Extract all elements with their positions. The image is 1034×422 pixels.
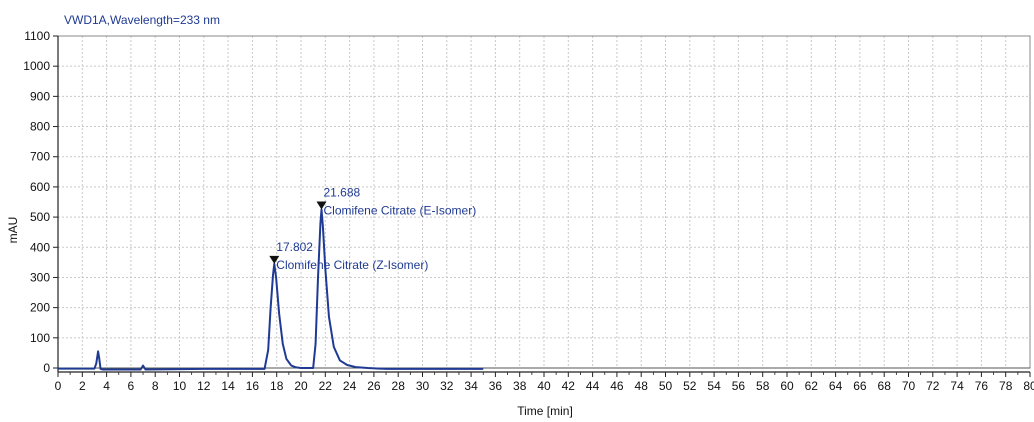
y-tick-label: 500 <box>30 210 50 224</box>
peak-time-label: 17.802 <box>276 240 313 254</box>
peak-marker <box>269 255 280 264</box>
y-tick-label: 1000 <box>23 59 50 73</box>
x-tick-label: 74 <box>950 379 964 393</box>
y-tick-label: 100 <box>30 331 50 345</box>
x-tick-label: 54 <box>707 379 721 393</box>
x-tick-label: 58 <box>756 379 770 393</box>
x-tick-label: 42 <box>562 379 576 393</box>
x-tick-label: 16 <box>246 379 260 393</box>
series-line <box>58 208 484 371</box>
x-tick-label: 44 <box>586 379 600 393</box>
x-tick-label: 60 <box>780 379 794 393</box>
x-tick-label: 0 <box>55 379 62 393</box>
x-tick-label: 46 <box>610 379 624 393</box>
peak-time-label: 21.688 <box>324 186 361 200</box>
y-tick-label: 400 <box>30 240 50 254</box>
x-tick-label: 80 <box>1023 379 1034 393</box>
x-tick-label: 12 <box>197 379 211 393</box>
chart-title: VWD1A,Wavelength=233 nm <box>64 13 220 27</box>
x-tick-label: 50 <box>659 379 673 393</box>
x-tick-label: 62 <box>805 379 819 393</box>
y-tick-label: 300 <box>30 270 50 284</box>
x-tick-label: 26 <box>367 379 381 393</box>
x-tick-label: 14 <box>221 379 235 393</box>
x-tick-label: 40 <box>537 379 551 393</box>
x-tick-label: 64 <box>829 379 843 393</box>
x-tick-label: 52 <box>683 379 697 393</box>
x-tick-label: 24 <box>343 379 357 393</box>
grid-layer <box>58 35 1031 368</box>
x-tick-label: 22 <box>319 379 333 393</box>
y-tick-label: 0 <box>43 361 50 375</box>
peak-marker <box>316 201 327 210</box>
x-tick-label: 6 <box>128 379 135 393</box>
x-tick-label: 18 <box>270 379 284 393</box>
x-tick-label: 34 <box>464 379 478 393</box>
x-tick-label: 38 <box>513 379 527 393</box>
x-tick-label: 56 <box>732 379 746 393</box>
x-tick-label: 20 <box>294 379 308 393</box>
x-tick-label: 68 <box>878 379 892 393</box>
y-tick-label: 200 <box>30 301 50 315</box>
y-tick-label: 700 <box>30 150 50 164</box>
x-tick-label: 2 <box>79 379 86 393</box>
x-tick-label: 48 <box>635 379 649 393</box>
x-tick-label: 66 <box>853 379 867 393</box>
y-axis-title: mAU <box>6 217 20 244</box>
x-tick-label: 4 <box>103 379 110 393</box>
x-tick-label: 28 <box>392 379 406 393</box>
x-tick-label: 76 <box>975 379 989 393</box>
x-tick-label: 32 <box>440 379 454 393</box>
x-tick-label: 10 <box>173 379 187 393</box>
x-tick-label: 8 <box>152 379 159 393</box>
annotations-layer: 17.802 Clomifene Citrate (Z-Isomer) 21.688… <box>269 186 476 272</box>
y-tick-label: 900 <box>30 89 50 103</box>
x-tick-label: 70 <box>902 379 916 393</box>
x-tick-label: 30 <box>416 379 430 393</box>
y-tick-label: 600 <box>30 180 50 194</box>
y-tick-label: 800 <box>30 120 50 134</box>
x-tick-label: 78 <box>999 379 1013 393</box>
peak-name-label: Clomifene Citrate (E-Isomer) <box>324 204 477 218</box>
x-tick-label: 72 <box>926 379 940 393</box>
x-tick-label: 36 <box>489 379 503 393</box>
y-tick-label: 1100 <box>24 29 50 43</box>
peak-name-label: Clomifene Citrate (Z-Isomer) <box>276 258 428 272</box>
series-layer <box>58 208 484 371</box>
x-axis-title: Time [min] <box>517 404 573 418</box>
